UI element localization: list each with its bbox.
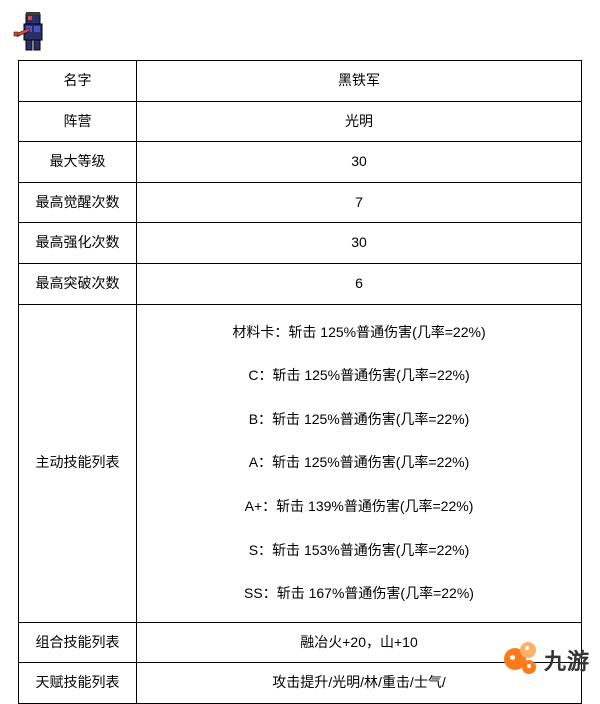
table-row: 名字黑铁军	[19, 61, 582, 102]
row-label: 主动技能列表	[19, 304, 137, 622]
watermark: 九游	[504, 642, 590, 678]
table-row: 最大等级30	[19, 142, 582, 183]
row-label: 最高觉醒次数	[19, 182, 137, 223]
row-label: 最高突破次数	[19, 263, 137, 304]
row-label: 名字	[19, 61, 137, 102]
row-value: 光明	[137, 101, 582, 142]
watermark-text: 九游	[544, 644, 590, 676]
stats-table: 名字黑铁军阵营光明最大等级30最高觉醒次数7最高强化次数30最高突破次数6主动技…	[18, 60, 582, 704]
table-row: 最高觉醒次数7	[19, 182, 582, 223]
skill-line: SS：斩击 167%普通伤害(几率=22%)	[143, 572, 575, 604]
table-row-combo: 组合技能列表融冶火+20，山+10	[19, 622, 582, 663]
table-row-skills: 主动技能列表材料卡：斩击 125%普通伤害(几率=22%)C：斩击 125%普通…	[19, 304, 582, 622]
table-row-talent: 天赋技能列表攻击提升/光明/林/重击/士气/	[19, 663, 582, 704]
row-label: 天赋技能列表	[19, 663, 137, 704]
row-label: 阵营	[19, 101, 137, 142]
skill-line: B：斩击 125%普通伤害(几率=22%)	[143, 398, 575, 442]
skill-line: 材料卡：斩击 125%普通伤害(几率=22%)	[143, 323, 575, 355]
row-value: 7	[137, 182, 582, 223]
row-value: 30	[137, 142, 582, 183]
skill-line: A+：斩击 139%普通伤害(几率=22%)	[143, 485, 575, 529]
table-row: 最高强化次数30	[19, 223, 582, 264]
table-row: 阵营光明	[19, 101, 582, 142]
row-label: 组合技能列表	[19, 622, 137, 663]
row-label: 最高强化次数	[19, 223, 137, 264]
character-sprite	[12, 10, 60, 58]
jiuyou-logo-icon	[504, 642, 540, 678]
skills-cell: 材料卡：斩击 125%普通伤害(几率=22%)C：斩击 125%普通伤害(几率=…	[137, 304, 582, 622]
skill-line: C：斩击 125%普通伤害(几率=22%)	[143, 354, 575, 398]
skill-line: S：斩击 153%普通伤害(几率=22%)	[143, 529, 575, 573]
row-value: 6	[137, 263, 582, 304]
table-row: 最高突破次数6	[19, 263, 582, 304]
skill-line: A：斩击 125%普通伤害(几率=22%)	[143, 441, 575, 485]
row-label: 最大等级	[19, 142, 137, 183]
row-value: 30	[137, 223, 582, 264]
row-value: 黑铁军	[137, 61, 582, 102]
